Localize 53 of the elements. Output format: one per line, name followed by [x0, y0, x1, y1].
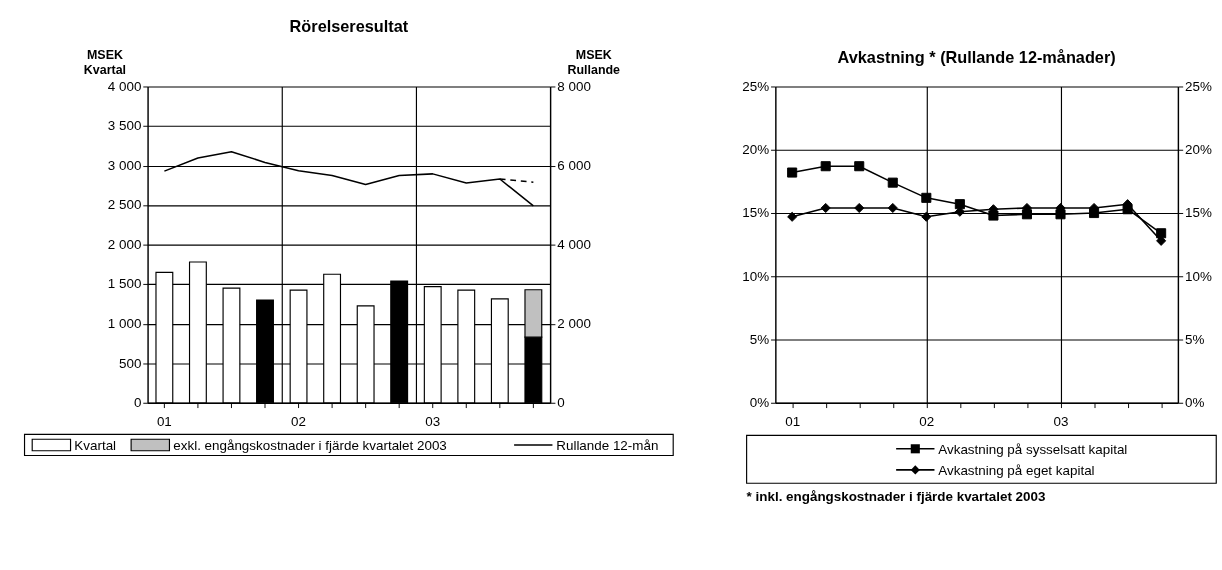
- y-tick-label: 1 500: [107, 276, 142, 292]
- y2-tick-label: 20%: [1185, 142, 1213, 158]
- point: [954, 199, 965, 210]
- point: [887, 177, 898, 188]
- point: [887, 202, 898, 213]
- text: * inkl. engångskostnader i fjärde kvartalet 2003: [746, 488, 1046, 504]
- chart-title: Rörelseresultat: [289, 16, 409, 35]
- legend-label: Avkastning på eget kapital: [938, 462, 1095, 478]
- y2-tick-label: 2 000: [557, 316, 591, 332]
- y-tick-label: 3 500: [107, 118, 142, 134]
- y-tick-label: 4 000: [107, 78, 142, 94]
- y2-tick-label: 15%: [1185, 205, 1213, 221]
- y2-tick-label: 4 000: [557, 236, 591, 252]
- y2-tick-label: 8 000: [557, 78, 591, 94]
- chart-title: Avkastning * (Rullande 12-månader): [837, 47, 1116, 66]
- point: [854, 202, 865, 213]
- legend-label: Kvartal: [74, 437, 117, 453]
- point: [854, 161, 865, 172]
- point: [787, 211, 798, 222]
- y-tick-label: 10%: [742, 268, 770, 284]
- y-tick-label: 0%: [749, 395, 770, 411]
- x-tick-label: 03: [425, 414, 441, 430]
- y2-tick-label: 6 000: [557, 157, 591, 173]
- x-tick-label: 02: [919, 414, 935, 430]
- y2-tick-label: 0: [557, 395, 565, 411]
- legend-label: Rullande 12-mån: [556, 437, 659, 453]
- y-tick-label: 2 000: [107, 236, 142, 252]
- point: [820, 161, 831, 172]
- y2-tick-label: 0%: [1185, 395, 1205, 411]
- x-tick-label: 03: [1053, 414, 1069, 430]
- point: [921, 192, 932, 203]
- y-tick-label: 20%: [742, 142, 770, 158]
- y-tick-label: 0: [133, 395, 142, 411]
- x-tick-label: 02: [291, 414, 307, 430]
- y-tick-label: 15%: [742, 205, 770, 221]
- y-axis-title: MSEK Kvartal: [83, 48, 127, 77]
- y2-tick-label: 10%: [1185, 268, 1213, 284]
- y-tick-label: 2 500: [107, 197, 142, 213]
- legend-label: exkl. engångskostnader i fjärde kvartalet 2003: [173, 437, 447, 453]
- legend-label: Avkastning på sysselsatt kapital: [938, 441, 1128, 457]
- point: [820, 202, 831, 213]
- y2-tick-label: 5%: [1185, 331, 1205, 347]
- point: [787, 167, 798, 178]
- y-tick-label: 5%: [749, 331, 770, 347]
- x-tick-label: 01: [156, 414, 172, 430]
- y2-tick-label: 25%: [1185, 78, 1213, 94]
- y-tick-label: 25%: [742, 78, 770, 94]
- x-tick-label: 01: [785, 414, 801, 430]
- y-tick-label: 3 000: [107, 157, 142, 173]
- y-tick-label: 1 000: [107, 316, 142, 332]
- y-tick-label: 500: [118, 355, 142, 371]
- y2-axis-title: MSEK Rullande: [567, 48, 621, 77]
- point: [921, 211, 932, 222]
